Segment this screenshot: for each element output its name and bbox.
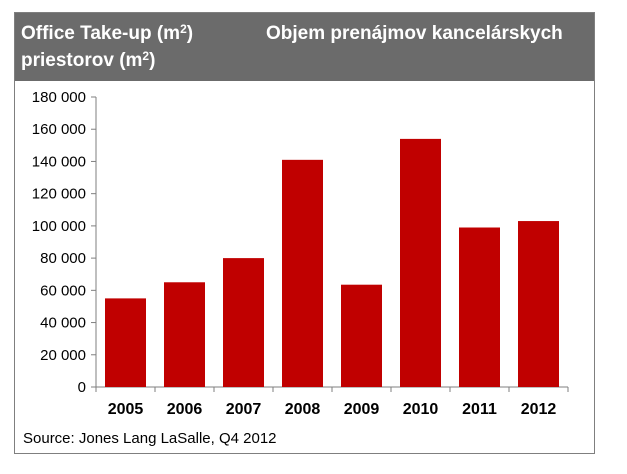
y-tick-label: 0: [78, 379, 86, 396]
y-tick-label: 80 000: [40, 250, 86, 267]
chart-title-right: Objem prenájmov kancelárskych: [266, 23, 563, 44]
chart-frame: Office Take-up (m2) priestorov (m2) Obje…: [14, 12, 595, 454]
y-tick-label: 60 000: [40, 282, 86, 299]
bar-2010: [400, 138, 441, 387]
y-tick-label: 20 000: [40, 347, 86, 364]
y-tick-label: 160 000: [32, 121, 86, 138]
y-tick-label: 40 000: [40, 315, 86, 332]
bar-chart: 0 20 000 40 000 60 000 80 000 100 000 120 000 1…: [32, 89, 569, 418]
bar-2012: [518, 221, 559, 387]
x-tick-label: 2009: [344, 401, 380, 418]
y-tick-label: 120 000: [32, 186, 86, 203]
x-tick-label: 2011: [462, 401, 497, 418]
x-tick-label: 2008: [285, 401, 321, 418]
bar-2007: [223, 258, 264, 387]
bar-2005: [105, 298, 146, 387]
title-left-line-2: priestorov (m2): [21, 49, 156, 71]
bar-2008: [282, 159, 323, 387]
y-tick-label: 140 000: [32, 153, 86, 170]
x-tick-label: 2012: [521, 401, 557, 418]
y-tick-label: 180 000: [32, 89, 86, 106]
x-tick-label: 2007: [226, 401, 262, 418]
bar-2009: [341, 284, 382, 387]
x-tick-label: 2005: [108, 401, 144, 418]
x-tick-label: 2006: [167, 401, 203, 418]
source-note: Source: Jones Lang LaSalle, Q4 2012: [23, 430, 277, 447]
y-tick-label: 100 000: [32, 218, 86, 235]
title-left-line-1: Office Take-up (m2): [21, 22, 194, 44]
chart-header: Office Take-up (m2) priestorov (m2) Obje…: [15, 13, 594, 81]
bar-2011: [459, 227, 500, 387]
bar-2006: [164, 282, 205, 387]
chart-title-left: Office Take-up (m2) priestorov (m2): [21, 20, 193, 74]
x-tick-label: 2010: [403, 401, 439, 418]
